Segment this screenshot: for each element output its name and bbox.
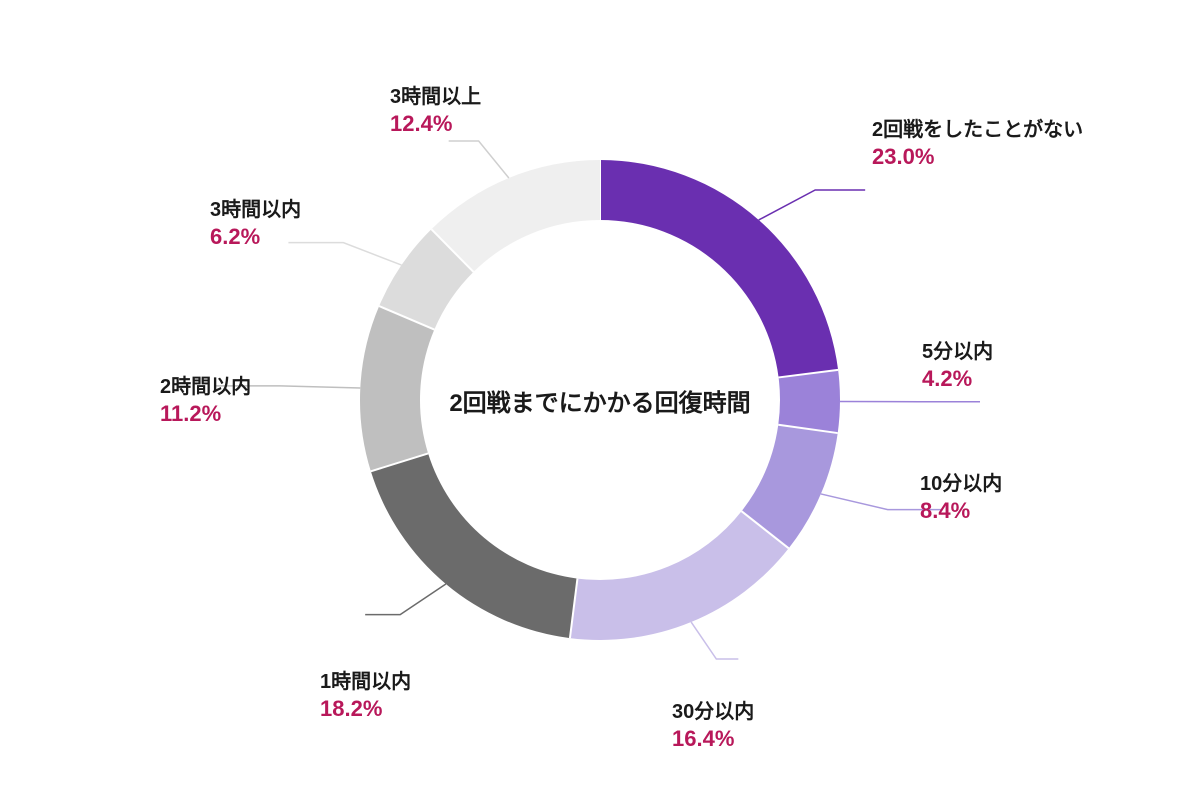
slice-label-name: 1時間以内 — [320, 670, 411, 695]
slice-label-pct: 12.4% — [390, 110, 481, 138]
slice-label: 2時間以内11.2% — [160, 375, 251, 428]
slice-label-name: 3時間以内 — [210, 198, 301, 223]
slice-label: 3時間以上12.4% — [390, 85, 481, 138]
slice-label: 1時間以内18.2% — [320, 670, 411, 723]
slice-label-name: 5分以内 — [922, 340, 993, 365]
slice-label-name: 2時間以内 — [160, 375, 251, 400]
slice-label-name: 3時間以上 — [390, 85, 481, 110]
leader-line — [365, 584, 446, 615]
slice-label-pct: 18.2% — [320, 695, 411, 723]
slice-label-pct: 16.4% — [672, 725, 754, 753]
slice-label: 10分以内8.4% — [920, 472, 1002, 525]
slice-label-name: 10分以内 — [920, 472, 1002, 497]
chart-center-title: 2回戦までにかかる回復時間 — [430, 383, 770, 418]
leader-line — [288, 243, 401, 265]
donut-slice — [570, 511, 789, 640]
slice-label: 5分以内4.2% — [922, 340, 993, 393]
donut-slice — [778, 370, 840, 433]
slice-label-name: 2回戦をしたことがない — [872, 118, 1083, 143]
slice-label-pct: 4.2% — [922, 365, 993, 393]
donut-slice — [600, 160, 838, 377]
leader-line — [449, 141, 509, 178]
slice-label-pct: 23.0% — [872, 143, 1083, 171]
donut-chart: 2回戦までにかかる回復時間 2回戦をしたことがない23.0% 5分以内4.2% 10… — [0, 0, 1200, 800]
donut-slice — [360, 306, 434, 471]
leader-line — [759, 190, 865, 220]
slice-label-name: 30分以内 — [672, 700, 754, 725]
donut-slice — [371, 453, 578, 638]
leader-line — [691, 622, 738, 659]
slice-label: 3時間以内6.2% — [210, 198, 301, 251]
slice-label-pct: 6.2% — [210, 223, 301, 251]
slice-label: 2回戦をしたことがない23.0% — [872, 118, 1083, 171]
slice-label: 30分以内16.4% — [672, 700, 754, 753]
slice-label-pct: 8.4% — [920, 497, 1002, 525]
slice-label-pct: 11.2% — [160, 400, 251, 428]
